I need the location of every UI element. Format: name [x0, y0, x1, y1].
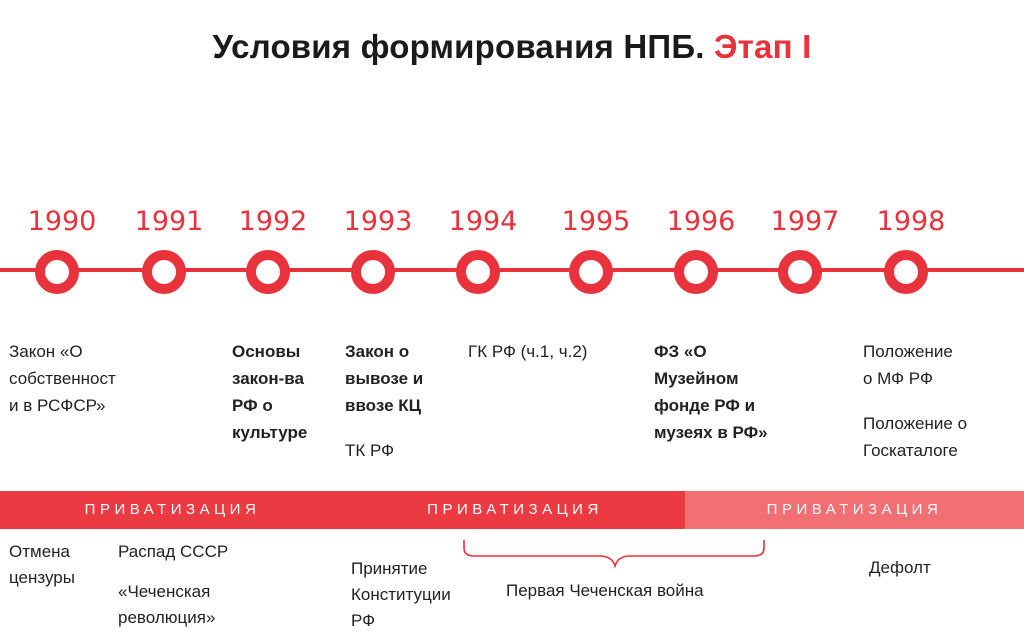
timeline-node-1997	[778, 250, 822, 294]
year-1998: 1998	[876, 206, 946, 237]
year-1992: 1992	[238, 206, 308, 237]
event-line: Распад СССР	[118, 542, 229, 561]
event-line: закон-ва	[232, 369, 304, 388]
event-1996: ФЗ «О Музейном фонде РФ и музеях в РФ»	[654, 338, 768, 446]
event-line: культуре	[232, 423, 308, 442]
timeline-node-1993	[351, 250, 395, 294]
event-line: цензуры	[9, 568, 75, 587]
year-1994: 1994	[448, 206, 518, 237]
event-censorship: Отмена цензуры	[9, 539, 75, 591]
event-1992: Основы закон-ва РФ о культуре	[232, 338, 307, 446]
event-line: «Чеченская	[118, 582, 211, 601]
page-title: Условия формирования НПБ. Этап I	[0, 28, 1024, 66]
event-line: и в РСФСР»	[9, 396, 106, 415]
privatization-band-1: ПРИВАТИЗАЦИЯ	[0, 491, 345, 529]
event-line: Закон «О	[9, 342, 83, 361]
event-default: Дефолт	[869, 555, 931, 581]
event-line: Закон о	[345, 342, 410, 361]
event-line: революция»	[118, 608, 216, 627]
timeline-node-1994	[456, 250, 500, 294]
event-1990: Закон «О собственност и в РСФСР»	[9, 338, 116, 419]
privatization-band-2: ПРИВАТИЗАЦИЯ	[345, 491, 685, 529]
title-accent: Этап I	[714, 28, 812, 65]
timeline-node-1991	[142, 250, 186, 294]
event-line: РФ	[351, 611, 376, 630]
event-line: ТК РФ	[345, 441, 395, 460]
event-line: Первая Чеченская война	[506, 581, 704, 600]
event-1994: ГК РФ (ч.1, ч.2)	[468, 338, 587, 365]
event-line: Положение	[863, 342, 953, 361]
event-constitution: Принятие Конституции РФ	[351, 556, 451, 634]
event-line: ФЗ «О	[654, 342, 707, 361]
timeline-node-1995	[569, 250, 613, 294]
year-1993: 1993	[343, 206, 413, 237]
timeline-node-1996	[674, 250, 718, 294]
year-1990: 1990	[27, 206, 97, 237]
event-line: Принятие	[351, 559, 428, 578]
event-line: о МФ РФ	[863, 369, 933, 388]
timeline-node-1990	[35, 250, 79, 294]
year-1996: 1996	[666, 206, 736, 237]
timeline-axis	[0, 268, 1024, 272]
year-1995: 1995	[561, 206, 631, 237]
event-line: Музейном	[654, 369, 739, 388]
event-line: музеях в РФ»	[654, 423, 768, 442]
event-line: Основы	[232, 342, 301, 361]
timeline-node-1998	[884, 250, 928, 294]
event-line: собственност	[9, 369, 116, 388]
year-1991: 1991	[134, 206, 204, 237]
event-revolution: «Чеченская революция»	[118, 579, 215, 631]
privatization-band-3: ПРИВАТИЗАЦИЯ	[685, 491, 1024, 529]
event-line: РФ о	[232, 396, 273, 415]
timeline-node-1992	[246, 250, 290, 294]
event-1998: Положение о МФ РФ Положение о Госкаталог…	[863, 338, 967, 464]
event-1993: Закон о вывозе и ввозе КЦ ТК РФ	[345, 338, 423, 464]
event-line: фонде РФ и	[654, 396, 756, 415]
event-spacer	[863, 392, 967, 410]
year-1997: 1997	[770, 206, 840, 237]
event-line: Конституции	[351, 585, 451, 604]
event-line: Госкаталоге	[863, 441, 958, 460]
title-main: Условия формирования НПБ.	[212, 28, 705, 65]
event-line: ввозе КЦ	[345, 396, 422, 415]
event-line: Отмена	[9, 542, 70, 561]
event-line: Дефолт	[869, 558, 931, 577]
war-brace	[463, 540, 765, 569]
event-chechen-war: Первая Чеченская война	[506, 578, 704, 604]
event-line: вывозе и	[345, 369, 424, 388]
event-line: ГК РФ (ч.1, ч.2)	[468, 342, 588, 361]
event-ussr: Распад СССР	[118, 539, 228, 565]
event-line: Положение о	[863, 414, 968, 433]
event-spacer	[345, 419, 423, 437]
